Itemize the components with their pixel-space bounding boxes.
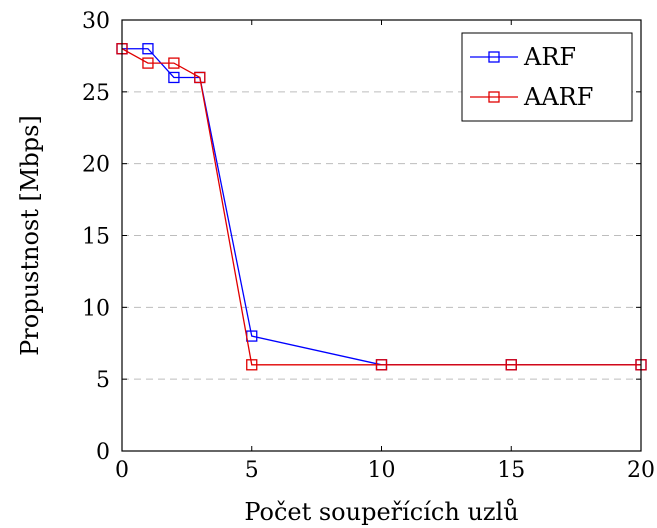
legend-box <box>461 32 633 122</box>
x-tick-label: 10 <box>368 458 396 483</box>
x-tick-label: 5 <box>245 458 259 483</box>
data-point-aarf <box>505 359 517 371</box>
grid-lines <box>122 91 641 380</box>
x-axis-label: Počet soupeřících uzlů <box>244 498 518 526</box>
y-tick-label: 10 <box>82 296 110 321</box>
y-tick-label: 25 <box>82 81 110 106</box>
data-point-aarf <box>194 71 206 84</box>
legend: ARF AARF <box>461 32 633 122</box>
x-tick-label: 20 <box>627 458 655 483</box>
x-tick-label: 0 <box>115 458 129 483</box>
y-axis-label: Propustnost [Mbps] <box>16 115 44 356</box>
y-tick-label: 0 <box>96 440 110 465</box>
legend-label-aarf: AARF <box>523 83 593 111</box>
data-point-arf <box>142 43 154 55</box>
legend-label-arf: ARF <box>523 43 576 71</box>
y-tick-label: 15 <box>82 225 110 250</box>
data-point-aarf <box>375 359 388 371</box>
data-point-arf <box>168 71 180 84</box>
axis-ticks: 0 5 10 15 20 0 5 10 15 20 25 30 <box>82 9 655 483</box>
y-tick-label: 20 <box>82 153 110 178</box>
legend-marker-arf <box>488 51 500 63</box>
y-tick-label: 30 <box>82 9 110 34</box>
data-point-aarf <box>246 359 258 371</box>
y-tick-label: 5 <box>96 368 110 393</box>
legend-marker-aarf <box>488 91 500 103</box>
data-point-aarf <box>142 57 154 69</box>
series-line-aarf <box>121 48 641 366</box>
x-tick-label: 15 <box>497 458 525 483</box>
data-point-aarf <box>168 57 180 69</box>
